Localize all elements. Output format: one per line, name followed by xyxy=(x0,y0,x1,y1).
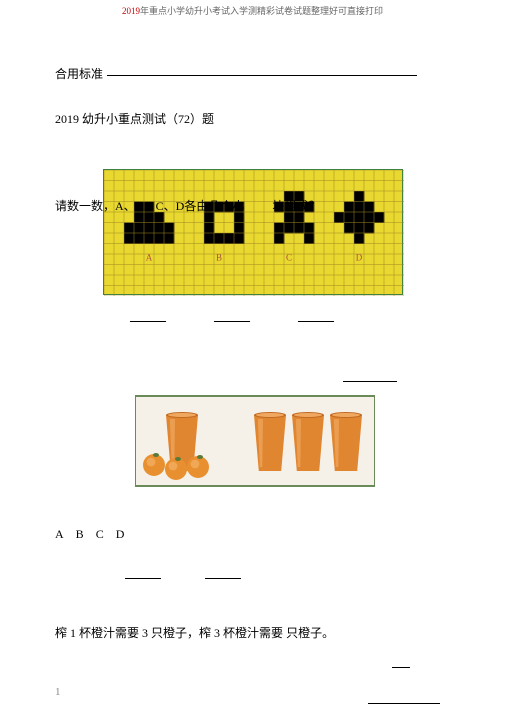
blank-f[interactable] xyxy=(205,578,241,579)
standard-line: 合用标准 xyxy=(55,65,450,82)
label-c: C xyxy=(96,527,106,541)
blank-e[interactable] xyxy=(125,578,161,579)
answer-blanks-3 xyxy=(125,566,450,584)
title-year: 2019 xyxy=(55,112,79,126)
label-d: D xyxy=(116,527,127,541)
blank-c[interactable] xyxy=(298,321,334,322)
svg-text:D: D xyxy=(356,252,363,262)
label-b: B xyxy=(76,527,86,541)
grid-svg: A B C D xyxy=(104,170,404,296)
svg-text:B: B xyxy=(216,252,222,262)
question2-text: 榨 1 杯橙汁需要 3 只橙子，榨 3 杯橙汁需要 只橙子。 xyxy=(55,624,450,641)
blank-d[interactable] xyxy=(343,381,397,382)
orange-figure xyxy=(135,395,375,487)
page-header: 2019年重点小学幼升小考试入学测精彩试卷试题整理好可直接打印 xyxy=(0,0,505,17)
page-number: 1 xyxy=(55,686,61,698)
label-a: A xyxy=(55,527,66,541)
abcd-row: A B C D xyxy=(55,527,450,542)
svg-text:C: C xyxy=(286,252,292,262)
content-area: 合用标准 2019 幼升小重点测试（72）题 请数一数，A、B、C、D各由几个小… xyxy=(0,17,505,709)
question1-wrap: 请数一数，A、B、C、D各由几个小块组成？ A B C D xyxy=(55,169,450,295)
title-main: 幼升小重点测试（72）题 xyxy=(82,112,214,126)
orange-svg xyxy=(136,397,376,489)
standard-text: 合用标准 xyxy=(55,67,103,81)
standard-rule xyxy=(107,75,417,76)
answer-blank-4 xyxy=(55,655,450,673)
exam-title: 2019 幼升小重点测试（72）题 xyxy=(55,110,450,127)
blank-a[interactable] xyxy=(130,321,166,322)
answer-blanks-1 xyxy=(130,309,450,327)
blank-h[interactable] xyxy=(368,703,440,704)
blank-g[interactable] xyxy=(392,667,410,668)
question1-text: 请数一数，A、B、C、D各由几个小块组成？ xyxy=(55,197,320,214)
header-rest: 年重点小学幼升小考试入学测精彩试卷试题整理好可直接打印 xyxy=(140,6,383,16)
blank-b[interactable] xyxy=(214,321,250,322)
answer-blank-2 xyxy=(343,369,450,387)
answer-blank-5 xyxy=(55,691,450,709)
header-year: 2019 xyxy=(122,6,140,16)
grid-figure: A B C D xyxy=(103,169,403,295)
svg-text:A: A xyxy=(146,252,153,262)
